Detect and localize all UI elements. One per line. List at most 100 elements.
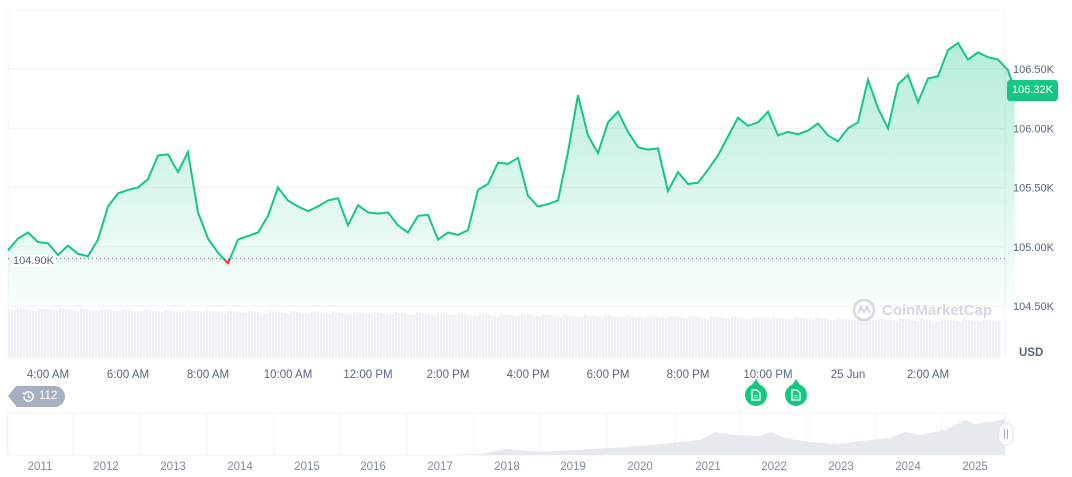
volume-bar: [59, 308, 62, 358]
volume-bar: [602, 317, 605, 358]
volume-bar: [563, 314, 566, 358]
volume-bar: [671, 316, 674, 358]
navigator-year-label: 2019: [560, 461, 586, 473]
volume-bar: [923, 319, 926, 358]
volume-bar: [914, 320, 917, 358]
volume-bar: [269, 310, 272, 358]
volume-bar: [905, 319, 908, 358]
volume-bar: [770, 319, 773, 358]
volume-bar: [665, 317, 668, 358]
volume-bar: [539, 316, 542, 358]
volume-bar: [227, 310, 230, 358]
volume-bar: [935, 320, 938, 358]
volume-bar: [503, 314, 506, 358]
volume-bar: [113, 310, 116, 358]
volume-bar: [932, 320, 935, 358]
volume-bar: [176, 311, 179, 358]
volume-bar: [380, 312, 383, 358]
volume-bar: [125, 309, 128, 358]
volume-bar: [560, 316, 563, 358]
navigator-year-label: 2015: [294, 461, 320, 473]
volume-bar: [53, 310, 56, 358]
volume-bar: [536, 316, 539, 358]
volume-bar: [302, 312, 305, 358]
volume-bar: [713, 316, 716, 358]
navigator-year-label: 2012: [93, 461, 119, 473]
volume-bar: [521, 313, 524, 358]
volume-bar: [896, 320, 899, 358]
volume-bar: [206, 310, 209, 358]
volume-bar: [335, 312, 338, 358]
volume-bar: [218, 311, 221, 358]
volume-bar: [329, 313, 332, 358]
volume-bar: [263, 312, 266, 358]
volume-bar: [998, 321, 1001, 358]
volume-bar: [14, 310, 17, 358]
volume-bar: [800, 318, 803, 358]
volume-bar: [83, 308, 86, 358]
volume-bar: [887, 319, 890, 358]
volume-bar: [974, 320, 977, 358]
volume-bar: [77, 310, 80, 358]
volume-bar: [275, 311, 278, 358]
volume-bar: [581, 316, 584, 358]
volume-bar: [620, 317, 623, 358]
volume-bar: [530, 315, 533, 358]
volume-bar: [650, 315, 653, 358]
volume-bar: [356, 312, 359, 358]
volume-bar: [833, 319, 836, 358]
volume-bar: [596, 316, 599, 358]
volume-bar: [803, 318, 806, 358]
volume-bar: [857, 317, 860, 358]
volume-bar: [419, 313, 422, 358]
volume-bar: [566, 314, 569, 358]
volume-bar: [668, 315, 671, 358]
volume-bar: [293, 311, 296, 358]
volume-bar: [347, 313, 350, 358]
price-line-above-baseline: [7, 41, 1016, 259]
volume-bar: [614, 316, 617, 358]
volume-bar: [836, 317, 839, 358]
volume-bar: [524, 314, 527, 358]
volume-bar: [470, 314, 473, 358]
volume-bar: [455, 315, 458, 358]
volume-bar: [467, 314, 470, 358]
volume-bar: [239, 312, 242, 358]
volume-bar: [188, 310, 191, 358]
volume-bar: [674, 316, 677, 358]
volume-bar: [398, 312, 401, 358]
volume-bar: [707, 318, 710, 358]
volume-bar: [194, 311, 197, 358]
volume-bar: [251, 311, 254, 358]
volume-bar: [797, 317, 800, 358]
volume-bar: [938, 321, 941, 358]
navigator-year-label: 2023: [828, 461, 854, 473]
volume-bar: [593, 315, 596, 358]
volume-bar: [659, 317, 662, 358]
events-count-badge[interactable]: 112: [7, 386, 66, 407]
volume-bar: [137, 311, 140, 358]
navigator-range-handle[interactable]: [998, 422, 1014, 446]
volume-bar: [389, 314, 392, 358]
volume-bar: [494, 315, 497, 358]
volume-bar: [830, 319, 833, 358]
news-event-marker[interactable]: [785, 379, 807, 406]
volume-bar: [41, 308, 44, 358]
volume-bar: [320, 312, 323, 358]
volume-bar: [878, 318, 881, 358]
volume-bar: [533, 315, 536, 358]
volume-bar: [890, 319, 893, 358]
coinmarketcap-logo-icon: [852, 298, 876, 322]
volume-bar: [290, 311, 293, 358]
volume-bar: [332, 311, 335, 358]
volume-bar: [953, 320, 956, 358]
volume-bar: [704, 318, 707, 358]
volume-bar: [647, 315, 650, 358]
news-event-marker[interactable]: [745, 379, 767, 406]
volume-bar: [629, 315, 632, 358]
volume-bar: [182, 312, 185, 358]
range-navigator[interactable]: 2011 2012 2013 2014 2015 2016 2017 2018 2019 2020…: [6, 412, 1014, 473]
volume-bar: [986, 319, 989, 358]
volume-bar: [662, 317, 665, 358]
